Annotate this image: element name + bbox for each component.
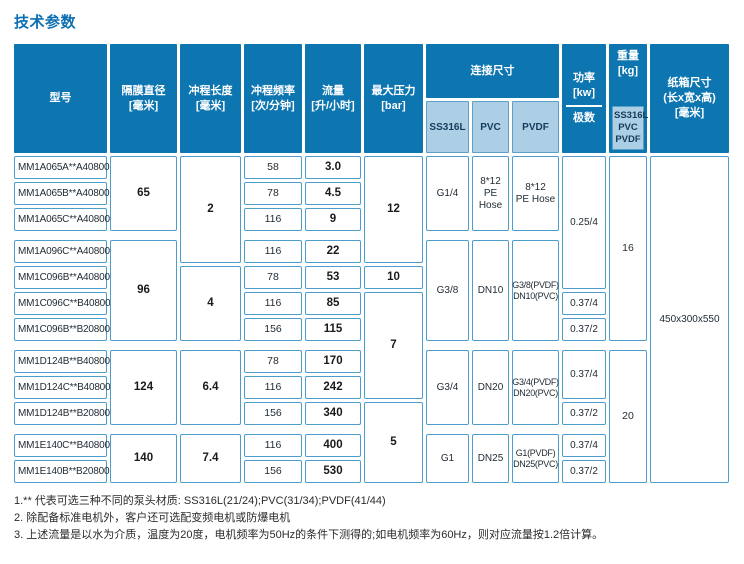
stroke-cell: 7.4 [180,434,241,483]
model-cell: MM1A096C**A40800 [14,240,110,263]
header-power: 功率 [kw] 极数 [562,44,606,153]
flow-cell: 53 [305,266,361,289]
frequency-cell: 156 [244,318,302,341]
stroke-cell: 6.4 [180,350,241,425]
frequency-cell: 116 [244,240,302,263]
frequency-cell: 156 [244,460,302,483]
model-cell: MM1D124B**B20800 [14,402,110,425]
frequency-cell: 116 [244,434,302,457]
model-cell: MM1A065B**A40800 [14,182,110,205]
note-2: 2. 除配备标准电机外，客户还可选配变频电机或防爆电机 [14,512,291,524]
connection-pvdf-cell: G3/8(PVDF) DN10(PVC) [512,240,559,341]
model-cell: MM1E140C**B40800 [14,434,110,457]
flow-cell: 85 [305,292,361,315]
carton-size-cell: 450x300x550 [650,156,729,483]
diaphragm-cell: 140 [110,434,177,483]
frequency-cell: 116 [244,376,302,399]
frequency-cell: 78 [244,266,302,289]
frequency-cell: 58 [244,156,302,179]
weight-cell: 16 [609,156,647,341]
model-cell: MM1A065A**A40800 [14,156,110,179]
diaphragm-cell: 124 [110,350,177,425]
frequency-cell: 78 [244,182,302,205]
model-cell: MM1D124B**B40800 [14,350,110,373]
weight-cell: 20 [609,350,647,483]
pressure-cell: 12 [364,156,423,263]
header-model: 型号 [14,44,107,153]
model-cell: MM1D124C**B40800 [14,376,111,399]
connection-pvdf-cell: 8*12 PE Hose [512,156,559,231]
frequency-cell: 156 [244,402,302,425]
power-cell: 0.37/2 [562,318,606,341]
power-cell: 0.37/2 [562,460,606,483]
note-3: 3. 上述流量是以水为介质，温度为20度，电机频率为50Hz的条件下测得的;如电… [14,529,604,541]
header-connection-group: 连接尺寸 [426,44,559,98]
frequency-cell: 78 [244,350,302,373]
power-cell: 0.37/2 [562,402,606,425]
pressure-cell: 7 [364,292,423,399]
pressure-cell: 10 [364,266,423,289]
connection-pvc-cell: DN10 [472,240,509,341]
header-stroke: 冲程长度 [毫米] [180,44,241,153]
flow-cell: 340 [305,402,361,425]
frequency-cell: 116 [244,292,302,315]
flow-cell: 3.0 [305,156,361,179]
power-cell: 0.37/4 [562,350,606,399]
model-cell: MM1C096C**B40800 [14,292,111,315]
header-weight: 重量 [kg] SS316L PVC PVDF [609,44,648,153]
header-connection-pvdf: PVDF [512,101,559,153]
header-connection-pvc: PVC [472,101,509,153]
flow-cell: 9 [305,208,361,231]
power-cell: 0.37/4 [562,292,606,315]
diaphragm-cell: 65 [110,156,177,231]
flow-cell: 400 [305,434,361,457]
page-title: 技术参数 [14,14,77,31]
pressure-cell: 5 [364,402,423,483]
spec-table: 型号 隔膜直径 [毫米] 冲程长度 [毫米] 冲程频率 [次/分钟] 流量 [升/小时]… [14,44,730,483]
header-connection-ss316l: SS316L [426,101,469,153]
footnotes: 1.** 代表可选三种不同的泵头材质: SS316L(21/24);PVC(31… [14,493,744,544]
connection-pvc-cell: DN20 [472,350,509,425]
frequency-cell: 116 [244,208,302,231]
connection-pvc-cell: DN25 [472,434,509,483]
connection-pvc-cell: 8*12 PE Hose [472,156,509,231]
flow-cell: 242 [305,376,361,399]
header-pressure: 最大压力 [bar] [364,44,423,153]
header-carton: 纸箱尺寸 (长x宽x高) [毫米] [650,44,729,153]
connection-pvdf-cell: G1(PVDF) DN25(PVC) [512,434,559,483]
connection-pvdf-cell: G3/4(PVDF) DN20(PVC) [512,350,559,425]
stroke-cell: 2 [180,156,241,263]
power-cell: 0.25/4 [562,156,606,289]
connection-ss316l-cell: G3/4 [426,350,469,425]
model-cell: MM1A065C**A40800 [14,208,110,231]
model-cell: MM1E140B**B20800 [14,460,110,483]
model-cell: MM1C096B**B20800 [14,318,110,341]
header-weight-materials: SS316L PVC PVDF [612,106,648,150]
diaphragm-cell: 96 [110,240,177,341]
connection-ss316l-cell: G3/8 [426,240,469,341]
connection-ss316l-cell: G1 [426,434,469,483]
model-cell: MM1C096B**A40800 [14,266,110,289]
flow-cell: 115 [305,318,361,341]
flow-cell: 170 [305,350,361,373]
flow-cell: 22 [305,240,361,263]
power-divider [566,105,602,107]
flow-cell: 530 [305,460,361,483]
note-1: 1.** 代表可选三种不同的泵头材质: SS316L(21/24);PVC(31… [14,495,386,507]
flow-cell: 4.5 [305,182,361,205]
header-flow: 流量 [升/小时] [305,44,361,153]
stroke-cell: 4 [180,266,241,341]
connection-ss316l-cell: G1/4 [426,156,469,231]
header-frequency: 冲程频率 [次/分钟] [244,44,302,153]
power-cell: 0.37/4 [562,434,606,457]
header-diaphragm: 隔膜直径 [毫米] [110,44,177,153]
